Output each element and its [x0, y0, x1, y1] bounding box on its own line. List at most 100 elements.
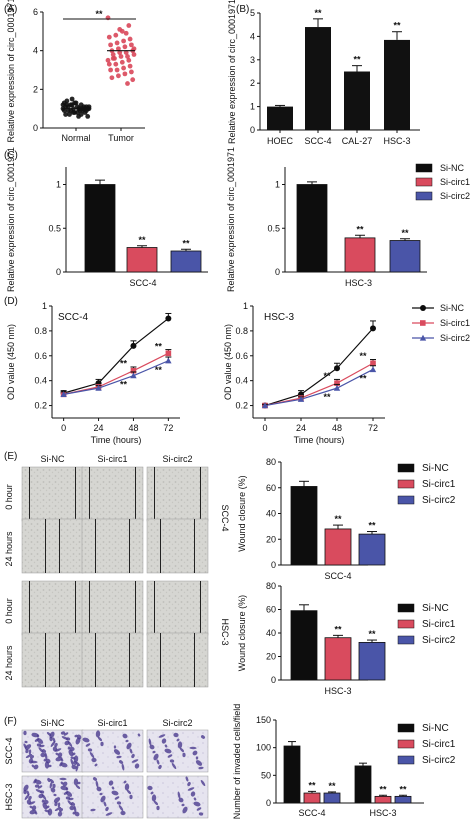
y-tick-label: 0 — [271, 675, 276, 685]
y-tick-label: 0 — [250, 125, 255, 135]
cell-line-label: SCC-4 — [220, 504, 230, 531]
invaded-cell — [73, 755, 79, 763]
x-tick-label: Normal — [61, 133, 90, 143]
data-point — [119, 59, 125, 65]
data-point — [117, 50, 123, 55]
y-tick-label: 0 — [271, 560, 276, 570]
invaded-cell — [74, 811, 80, 817]
invaded-cell — [118, 804, 124, 812]
invaded-cell — [156, 805, 160, 811]
y-axis-label: Wound closure (%) — [237, 595, 247, 671]
bar — [84, 184, 116, 273]
legend-label: Si-NC — [422, 723, 449, 734]
invaded-cell — [41, 799, 45, 803]
y-axis-label: Relative expression of circ_0001971 — [226, 147, 236, 292]
invaded-cell — [75, 785, 81, 789]
invaded-cell — [61, 736, 69, 740]
data-point — [165, 357, 172, 364]
panel-label-e: (E) — [4, 451, 17, 462]
x-tick-label: 72 — [163, 423, 173, 433]
bar — [267, 106, 293, 130]
chart-f-invasion: 0 50 100 150 Number of invaded cells/field **… — [232, 704, 424, 819]
invaded-cell — [69, 805, 75, 811]
invaded-cell — [178, 797, 184, 803]
y-tick-label: 3 — [250, 55, 255, 65]
significance-label: ** — [399, 784, 407, 794]
invaded-cell — [67, 746, 71, 750]
row-label: HSC-3 — [4, 783, 14, 810]
legend-swatch — [397, 479, 415, 489]
wound-image — [81, 466, 144, 522]
significance-label: ** — [359, 373, 367, 383]
x-tick-label: CAL-27 — [342, 136, 373, 146]
invaded-cell — [75, 764, 79, 772]
invaded-cell — [193, 801, 201, 807]
series-line — [63, 360, 169, 395]
legend-f: Si-NC Si-circ1 Si-circ2 — [397, 723, 456, 766]
legend-swatch — [397, 739, 415, 749]
invaded-cell — [185, 776, 189, 782]
row-label: SCC-4 — [4, 737, 14, 764]
y-tick-label: 0 — [275, 267, 280, 277]
invaded-cell — [193, 797, 197, 801]
invaded-cell — [105, 812, 113, 816]
bar — [358, 533, 386, 566]
panel-label-a: (A) — [4, 4, 17, 15]
wound-image — [21, 580, 84, 636]
wound-image — [81, 518, 144, 574]
data-point — [126, 57, 132, 63]
invaded-cell — [67, 800, 73, 806]
invaded-cell — [76, 761, 80, 767]
data-point — [123, 50, 129, 55]
panel-label-d: (D) — [4, 296, 18, 307]
y-tick-label: 20 — [266, 534, 276, 544]
data-point — [165, 315, 172, 322]
legend-label: Si-NC — [440, 303, 464, 313]
column-label: Si-circ1 — [97, 718, 127, 728]
invaded-cell — [164, 744, 168, 748]
legend-swatch — [397, 723, 415, 733]
legend-swatch — [415, 177, 433, 187]
invaded-cell — [63, 791, 69, 795]
data-point — [121, 65, 126, 71]
panel-label-c: (C) — [4, 150, 18, 161]
invaded-cell — [182, 752, 186, 758]
x-axis-label: HSC-3 — [345, 278, 372, 288]
invaded-cell — [113, 749, 121, 755]
invaded-cell — [127, 789, 131, 795]
y-tick-label: 0.8 — [34, 326, 47, 336]
legend-label: Si-NC — [440, 163, 464, 173]
data-point — [110, 56, 116, 61]
data-point — [116, 46, 121, 52]
significance-label: ** — [356, 224, 364, 234]
invaded-cell — [53, 793, 57, 797]
legend-label: Si-circ1 — [422, 479, 456, 490]
y-axis-label: Relative expression of circ_0001971 — [6, 0, 16, 143]
wound-image — [21, 466, 84, 522]
invaded-cell — [60, 781, 64, 785]
bar — [126, 247, 158, 273]
invaded-cell — [54, 742, 58, 748]
legend-swatch — [397, 755, 415, 765]
panel-label-b: (B) — [236, 4, 249, 15]
significance-label: ** — [138, 235, 146, 245]
x-axis-label: Time (hours) — [91, 435, 142, 445]
y-tick-label: 40 — [266, 509, 276, 519]
invaded-cell — [96, 786, 102, 792]
invaded-cell — [34, 738, 40, 742]
y-tick-label: 80 — [266, 457, 276, 467]
y-tick-label: 1 — [42, 301, 47, 311]
invaded-cell — [47, 808, 53, 816]
data-point — [64, 98, 70, 104]
invaded-cell — [111, 786, 115, 790]
significance-label: ** — [401, 228, 409, 238]
invaded-cell — [187, 787, 195, 791]
invaded-cell — [62, 781, 68, 787]
y-tick-label: 6 — [33, 7, 38, 17]
invaded-cell — [200, 735, 206, 739]
legend-c: Si-NC Si-circ1 Si-circ2 — [415, 163, 470, 201]
invaded-cell — [28, 758, 34, 764]
invaded-cell — [177, 741, 183, 749]
x-axis-label: HSC-3 — [324, 686, 351, 696]
transwell-images: Si-NC Si-circ1 Si-circ2 SCC-4 HSC-3 — [4, 718, 209, 819]
